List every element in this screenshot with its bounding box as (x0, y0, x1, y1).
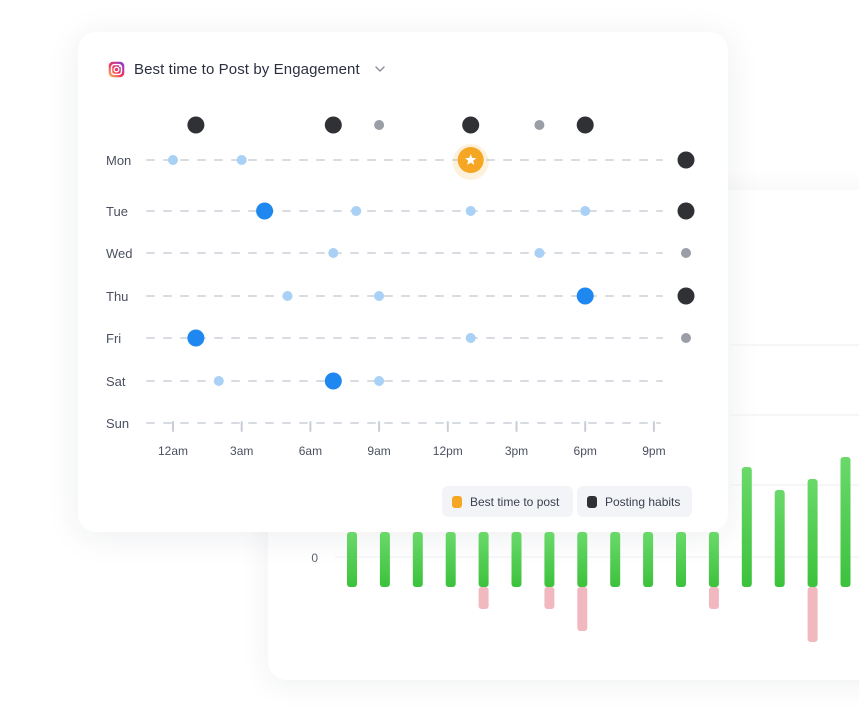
positive-bar (610, 532, 621, 587)
posting-habit-dot (681, 333, 691, 343)
day-label: Tue (106, 204, 128, 219)
posting-habit-dot (324, 116, 342, 134)
best-time-card (78, 32, 728, 532)
engagement-dot (465, 333, 476, 343)
positive-bar (511, 532, 522, 587)
card-title: Best time to Post by Engagement (134, 60, 360, 78)
posting-habit-dot (681, 248, 691, 258)
engagement-dot (282, 291, 293, 301)
positive-bar (807, 479, 818, 587)
positive-bar (708, 532, 719, 587)
positive-bar (478, 532, 489, 587)
day-label: Mon (106, 153, 131, 168)
positive-bar (774, 490, 785, 587)
day-label: Fri (106, 331, 121, 346)
negative-bar (708, 587, 719, 609)
engagement-dot (328, 248, 339, 258)
positive-bar (577, 532, 588, 587)
bar-chart-group: 0 (311, 344, 859, 642)
x-tick-label: 9am (367, 444, 390, 458)
posting-habit-dot (677, 202, 695, 220)
posting-habit-dot (462, 116, 480, 134)
posting-habit-dot (576, 116, 594, 134)
engagement-dot (374, 291, 385, 301)
engagement-dot (256, 202, 274, 220)
card-header[interactable]: Best time to Post by Engagement (108, 58, 387, 80)
posting-habit-dot (534, 120, 545, 130)
posting-habit-dot (677, 151, 695, 169)
negative-bar (478, 587, 489, 609)
star-icon (464, 154, 477, 165)
x-tick-label: 3am (230, 444, 253, 458)
positive-bar (347, 532, 357, 587)
day-label: Sun (106, 416, 129, 431)
engagement-dot (576, 287, 594, 305)
positive-bar (544, 532, 555, 587)
engagement-dot (213, 376, 224, 386)
engagement-dot (187, 329, 205, 347)
posting-habit-dot (187, 116, 205, 134)
positive-bar (676, 532, 686, 587)
engagement-dot (534, 248, 545, 258)
chevron-down-icon[interactable] (373, 62, 387, 76)
x-tick-label: 6am (299, 444, 322, 458)
x-tick-label: 3pm (505, 444, 528, 458)
engagement-dot (351, 206, 362, 216)
legend-best-time[interactable]: Best time to post (442, 486, 573, 517)
day-label: Wed (106, 246, 133, 261)
day-label: Thu (106, 289, 128, 304)
posting-habits-swatch (587, 495, 597, 508)
positive-bar (643, 532, 654, 587)
instagram-icon (108, 61, 125, 77)
engagement-dot (374, 376, 385, 386)
day-label: Sat (106, 374, 126, 389)
positive-bar (840, 457, 851, 587)
posting-habit-dot (374, 120, 385, 130)
negative-bar (807, 587, 818, 642)
posting-habit-dot (677, 287, 695, 305)
legend-best-time-label: Best time to post (470, 494, 560, 509)
scatter-chart-group: Mon Tue Wed Thu Fri Sat Sun 12am 3am 6am 9am 12pm 3p… (106, 116, 695, 458)
negative-bar (577, 587, 588, 631)
legend-posting-habits-label: Posting habits (605, 494, 681, 509)
y-tick-label: 0 (311, 551, 318, 565)
engagement-dot (324, 372, 342, 390)
positive-bar (379, 532, 390, 587)
positive-bar (741, 467, 752, 587)
x-tick-label: 12am (158, 444, 188, 458)
engagement-dot (465, 206, 476, 216)
positive-bar (445, 532, 456, 587)
x-tick-label: 9pm (642, 444, 665, 458)
engagement-dot (168, 155, 178, 165)
best-time-swatch (452, 495, 462, 508)
engagement-dot (580, 206, 591, 216)
legend-posting-habits[interactable]: Posting habits (577, 486, 692, 517)
x-tick-label: 12pm (433, 444, 463, 458)
x-tick-label: 6pm (574, 444, 597, 458)
engagement-dot (236, 155, 247, 165)
positive-bar (412, 532, 423, 587)
negative-bar (544, 587, 555, 609)
